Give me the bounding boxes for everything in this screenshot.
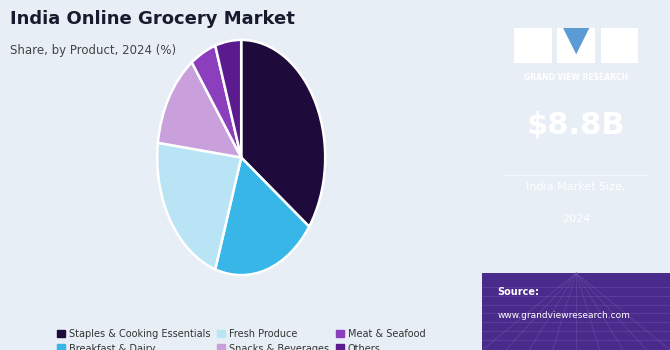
FancyBboxPatch shape [515, 28, 552, 63]
FancyBboxPatch shape [482, 273, 670, 350]
Polygon shape [563, 28, 590, 54]
Text: 2024: 2024 [562, 214, 590, 224]
Text: Source:: Source: [497, 287, 539, 297]
Text: Share, by Product, 2024 (%): Share, by Product, 2024 (%) [10, 44, 176, 57]
Wedge shape [215, 40, 241, 158]
Legend: Staples & Cooking Essentials, Breakfast & Dairy, Fresh Produce, Snacks & Beverag: Staples & Cooking Essentials, Breakfast … [56, 327, 427, 350]
Text: GRAND VIEW RESEARCH: GRAND VIEW RESEARCH [524, 74, 628, 83]
Text: $8.8B: $8.8B [527, 111, 626, 140]
Wedge shape [158, 62, 241, 158]
Text: India Market Size,: India Market Size, [527, 182, 626, 192]
Text: www.grandviewresearch.com: www.grandviewresearch.com [497, 312, 630, 321]
Text: India Online Grocery Market: India Online Grocery Market [10, 10, 295, 28]
FancyBboxPatch shape [600, 28, 638, 63]
Wedge shape [241, 40, 325, 226]
FancyBboxPatch shape [557, 28, 595, 63]
Wedge shape [192, 46, 241, 158]
Wedge shape [215, 158, 309, 275]
Wedge shape [157, 143, 241, 270]
